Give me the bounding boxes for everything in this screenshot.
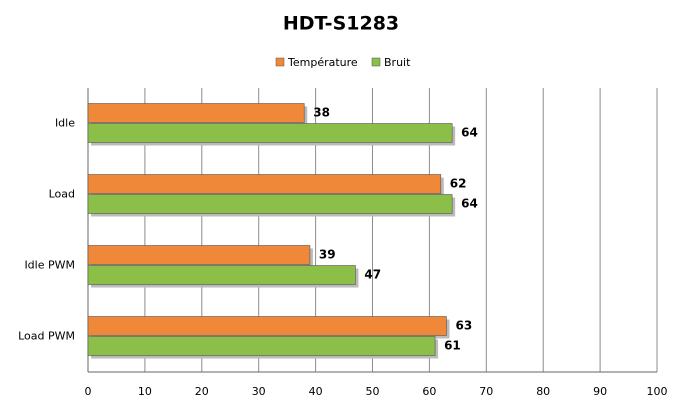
y-tick-label: Idle PWM bbox=[24, 259, 75, 272]
x-tick-label: 70 bbox=[479, 385, 493, 398]
x-tick-label: 20 bbox=[195, 385, 209, 398]
x-tick-label: 30 bbox=[252, 385, 266, 398]
y-tick-label: Load PWM bbox=[18, 330, 75, 343]
bar bbox=[87, 123, 453, 143]
value-label: 63 bbox=[455, 319, 472, 333]
bar bbox=[87, 265, 356, 285]
x-tick-label: 80 bbox=[536, 385, 550, 398]
value-label: 64 bbox=[461, 126, 478, 140]
value-label: 38 bbox=[313, 106, 330, 120]
legend-label: Température bbox=[287, 56, 358, 69]
x-tick-label: 40 bbox=[309, 385, 323, 398]
chart-title: HDT-S1283 bbox=[283, 13, 399, 35]
bar bbox=[87, 194, 453, 214]
x-tick-label: 0 bbox=[85, 385, 92, 398]
x-tick-label: 50 bbox=[366, 385, 380, 398]
value-label: 61 bbox=[444, 339, 461, 353]
x-tick-label: 100 bbox=[647, 385, 668, 398]
bar bbox=[87, 174, 442, 194]
x-tick-label: 90 bbox=[593, 385, 607, 398]
bar bbox=[87, 245, 311, 265]
y-tick-label: Load bbox=[49, 188, 75, 201]
bar bbox=[87, 336, 436, 356]
x-tick-label: 10 bbox=[138, 385, 152, 398]
legend-label: Bruit bbox=[384, 56, 411, 69]
x-tick-label: 60 bbox=[422, 385, 436, 398]
bar bbox=[87, 103, 305, 123]
value-label: 39 bbox=[319, 248, 336, 262]
value-label: 47 bbox=[364, 268, 381, 282]
legend-swatch bbox=[371, 57, 381, 67]
y-tick-label: Idle bbox=[55, 117, 75, 130]
value-label: 64 bbox=[461, 197, 478, 211]
legend-swatch bbox=[275, 57, 285, 67]
bar bbox=[87, 316, 447, 336]
value-label: 62 bbox=[450, 177, 467, 191]
